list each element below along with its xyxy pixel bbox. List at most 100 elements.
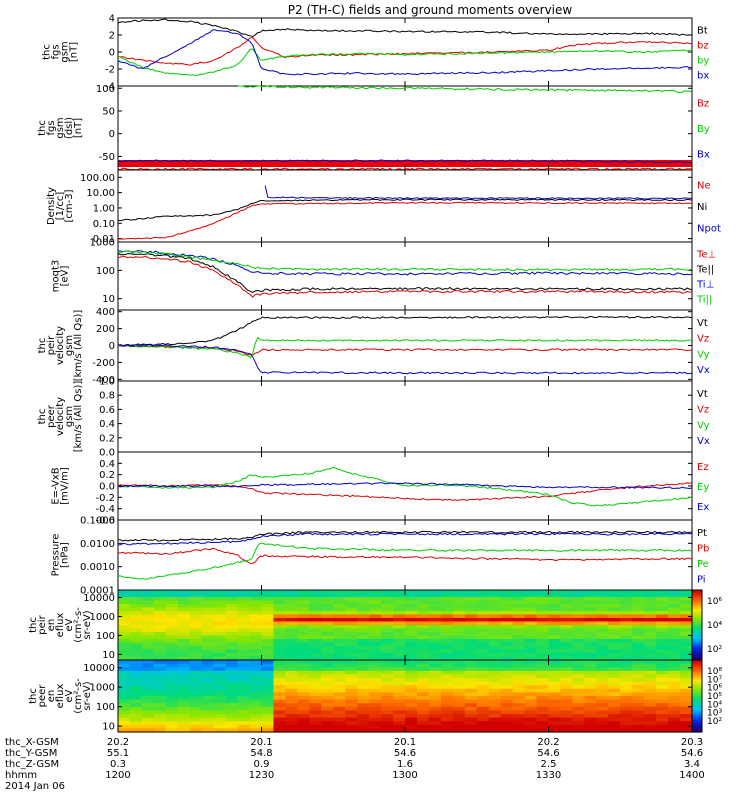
heatmap-cell: [584, 646, 597, 651]
heatmap-cell: [596, 614, 609, 619]
colorbar-segment: [692, 691, 702, 695]
heatmap-cell: [153, 717, 167, 722]
colorbar-segment: [692, 693, 702, 697]
heatmap-cell: [584, 614, 597, 619]
heatmap-cell: [632, 632, 645, 637]
heatmap-cell: [452, 621, 466, 626]
heatmap-cell: [428, 628, 442, 633]
heatmap-cell: [668, 604, 681, 609]
heatmap-cell: [428, 590, 442, 595]
heatmap-cell: [440, 597, 454, 602]
heatmap-cell: [512, 607, 526, 612]
heatmap-cell: [213, 625, 227, 630]
heatmap-cell: [285, 646, 298, 651]
heatmap-cell: [249, 721, 263, 726]
heatmap-cell: [118, 699, 131, 704]
heatmap-cell: [381, 667, 394, 672]
heatmap-cell: [345, 728, 358, 733]
heatmap-cell: [488, 728, 502, 733]
heatmap-cell: [249, 590, 263, 595]
heatmap-cell: [189, 685, 203, 690]
heatmap-cell: [213, 703, 227, 708]
heatmap-cell: [237, 656, 251, 661]
heatmap-cell: [129, 721, 143, 726]
heatmap-cell: [500, 621, 514, 626]
heatmap-cell: [644, 621, 657, 626]
heatmap-cell: [237, 614, 251, 619]
heatmap-cell: [381, 656, 394, 661]
heatmap-cell: [369, 593, 382, 598]
heatmap-cell: [165, 714, 179, 719]
colorbar-segment: [692, 639, 702, 642]
heatmap-cell: [668, 714, 681, 719]
heatmap-cell: [118, 625, 131, 630]
heatmap-cell: [548, 724, 562, 729]
legend-entry: Ti⊥: [696, 280, 714, 291]
heatmap-cell: [165, 604, 179, 609]
heatmap-cell: [536, 710, 550, 715]
heatmap-cell: [548, 607, 562, 612]
footer-label-z: thc_Z-GSM: [5, 759, 59, 770]
heatmap-cell: [141, 678, 155, 683]
heatmap-cell: [668, 681, 681, 686]
heatmap-cell: [644, 714, 657, 719]
heatmap-cell: [476, 618, 490, 623]
heatmap-cell: [464, 604, 478, 609]
heatmap-cell: [369, 696, 382, 701]
heatmap-cell: [225, 688, 239, 693]
heatmap-cell: [165, 618, 179, 623]
heatmap-cell: [273, 674, 287, 679]
heatmap-cell: [596, 604, 609, 609]
heatmap-cell: [273, 656, 287, 661]
heatmap-cell: [548, 714, 562, 719]
heatmap-cell: [213, 632, 227, 637]
heatmap-cell: [357, 653, 370, 658]
heatmap-cell: [153, 604, 167, 609]
heatmap-cell: [261, 714, 275, 719]
heatmap-cell: [369, 724, 382, 729]
heatmap-cell: [464, 685, 478, 690]
heatmap-cell: [440, 590, 454, 595]
heatmap-cell: [536, 653, 550, 658]
heatmap-cell: [524, 621, 538, 626]
heatmap-cell: [273, 696, 287, 701]
heatmap-cell: [309, 593, 322, 598]
heatmap-cell: [572, 670, 585, 675]
heatmap-cell: [153, 706, 167, 711]
heatmap-cell: [632, 646, 645, 651]
heatmap-cell: [680, 670, 693, 675]
heatmap-cell: [225, 614, 239, 619]
heatmap-cell: [309, 653, 322, 658]
heatmap-cell: [393, 653, 406, 658]
heatmap-cell: [345, 714, 358, 719]
heatmap-cell: [309, 625, 322, 630]
heatmap-cell: [428, 614, 442, 619]
heatmap-cell: [405, 681, 418, 686]
heatmap-cell: [333, 721, 346, 726]
heatmap-cell: [285, 625, 298, 630]
heatmap-cell: [141, 642, 155, 647]
heatmap-cell: [309, 656, 322, 661]
legend-entry: Ey: [697, 482, 709, 493]
heatmap-cell: [644, 678, 657, 683]
heatmap-cell: [500, 653, 514, 658]
y-axis-label-line: thc: [37, 120, 48, 136]
heatmap-cell: [452, 681, 466, 686]
y-tick-label: -0.4: [95, 504, 115, 515]
heatmap-cell: [584, 681, 597, 686]
heatmap-cell: [680, 621, 693, 626]
heatmap-cell: [416, 688, 430, 693]
heatmap-cell: [369, 710, 382, 715]
heatmap-cell: [656, 724, 669, 729]
heatmap-cell: [345, 670, 358, 675]
heatmap-cell: [524, 604, 538, 609]
heatmap-cell: [536, 688, 550, 693]
colorbar-segment: [692, 608, 702, 612]
heatmap-cell: [500, 670, 514, 675]
heatmap-cell: [596, 656, 609, 661]
heatmap-cell: [548, 611, 562, 616]
heatmap-cell: [118, 692, 131, 697]
series-line-Te: [117, 252, 693, 293]
heatmap-cell: [440, 728, 454, 733]
heatmap-cell: [572, 607, 585, 612]
